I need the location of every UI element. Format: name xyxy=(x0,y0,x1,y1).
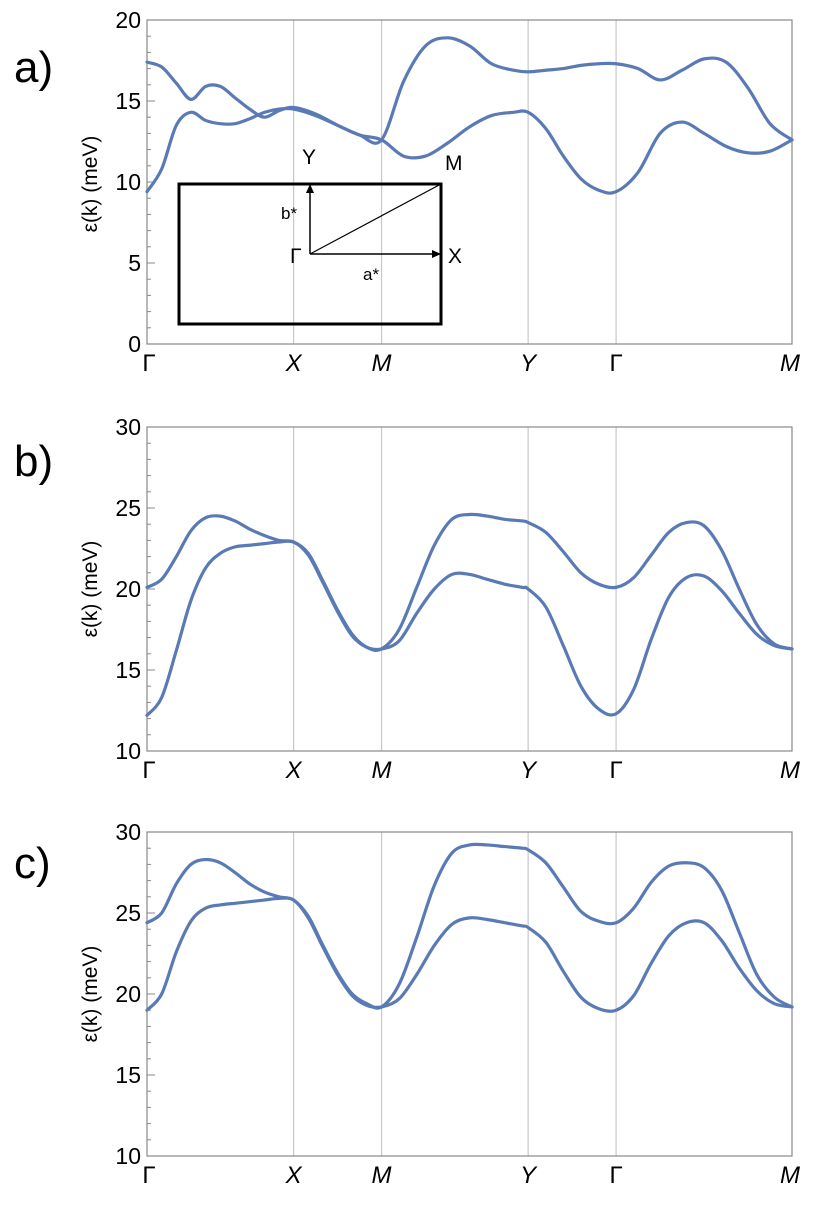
x-tick-label-gamma: Γ xyxy=(142,1162,155,1189)
y-tick-labels-c: 10 15 20 25 30 xyxy=(115,819,141,1169)
y-tick-label: 10 xyxy=(115,169,141,195)
x-tick-label-m: M xyxy=(372,1162,392,1189)
y-tick-label: 0 xyxy=(128,331,141,357)
band-line-lower xyxy=(145,539,794,717)
x-tick-label-y: Y xyxy=(520,1162,538,1189)
plot-frame-a xyxy=(146,19,793,345)
y-tick-label: 20 xyxy=(115,981,141,1007)
y-tick-label: 15 xyxy=(115,1062,141,1088)
y-axis-label-c: ε(k) (meV) xyxy=(79,946,102,1043)
plot-frame-b xyxy=(146,426,793,752)
inset-label-a-star: a* xyxy=(363,265,379,284)
panel-tag-a: a) xyxy=(14,43,53,92)
y-tick-label: 10 xyxy=(115,1143,141,1169)
x-tick-label-m: M xyxy=(780,757,800,784)
x-tick-labels-c: Γ X M Y Γ M xyxy=(142,1162,800,1189)
panel-b: b) ε(k) (meV) 10 15 20 25 30 Γ X M Y Γ M xyxy=(14,414,800,784)
x-tick-label-gamma: Γ xyxy=(142,757,155,784)
series-b xyxy=(145,512,794,717)
y-tick-label: 20 xyxy=(115,7,141,33)
y-tick-label: 20 xyxy=(115,576,141,602)
inset-label-y: Y xyxy=(302,146,316,169)
y-tick-label: 30 xyxy=(115,414,141,440)
y-tick-label: 25 xyxy=(115,495,141,521)
x-tick-labels-b: Γ X M Y Γ M xyxy=(142,757,800,784)
grid-lines-b xyxy=(292,427,617,751)
grid-lines-c xyxy=(292,832,617,1156)
x-tick-label-gamma: Γ xyxy=(609,757,622,784)
band-line-upper xyxy=(145,512,794,652)
plot-frame xyxy=(146,426,793,752)
y-tick-labels-a: 0 5 10 15 20 xyxy=(115,7,141,357)
x-tick-labels-a: Γ X M Y Γ M xyxy=(142,350,800,377)
x-tick-label-m: M xyxy=(372,350,392,377)
band-line-lower xyxy=(145,106,794,195)
y-tick-label: 15 xyxy=(115,88,141,114)
inset-label-b-star: b* xyxy=(281,204,297,223)
x-tick-label-gamma: Γ xyxy=(609,1162,622,1189)
inset-a-star-arrowhead xyxy=(432,250,441,258)
inset-label-x: X xyxy=(448,245,462,268)
y-tick-label: 5 xyxy=(128,250,141,276)
series-c xyxy=(145,842,794,1013)
y-tick-label: 25 xyxy=(115,900,141,926)
ticks-c xyxy=(147,831,155,1157)
y-tick-labels-b: 10 15 20 25 30 xyxy=(115,414,141,764)
inset-b-star-arrowhead xyxy=(306,184,314,193)
x-tick-label-m: M xyxy=(372,757,392,784)
x-tick-label-x: X xyxy=(285,1162,303,1189)
plot-frame xyxy=(146,19,793,345)
x-tick-label-x: X xyxy=(285,350,303,377)
y-tick-label: 30 xyxy=(115,819,141,845)
grid-lines-a xyxy=(292,20,617,344)
x-tick-label-gamma: Γ xyxy=(609,350,622,377)
panel-tag-c: c) xyxy=(14,839,51,888)
panel-c: c) ε(k) (meV) 10 15 20 25 30 Γ X M Y Γ M xyxy=(14,819,800,1189)
panel-a: a) ε(k) (meV) 0 5 10 15 20 Γ X M Y Γ M xyxy=(14,7,800,377)
band-line-upper xyxy=(145,36,794,145)
band-line-lower xyxy=(145,896,794,1013)
y-tick-label: 10 xyxy=(115,738,141,764)
band-line-upper xyxy=(145,842,794,1010)
inset-diagonal-line xyxy=(309,183,442,255)
ticks-b xyxy=(147,426,155,752)
series-a xyxy=(145,36,794,195)
x-tick-label-m: M xyxy=(780,1162,800,1189)
y-axis-label-b: ε(k) (meV) xyxy=(79,541,102,638)
ticks-a xyxy=(147,19,155,345)
brillouin-zone-inset: Γ X Y M a* b* xyxy=(177,146,463,326)
x-tick-label-x: X xyxy=(285,757,303,784)
x-tick-label-gamma: Γ xyxy=(142,350,155,377)
y-axis-label-a: ε(k) (meV) xyxy=(79,136,102,233)
inset-label-gamma: Γ xyxy=(290,245,302,268)
x-tick-label-y: Y xyxy=(520,350,538,377)
x-tick-label-m: M xyxy=(780,350,800,377)
x-tick-label-y: Y xyxy=(520,757,538,784)
y-tick-label: 15 xyxy=(115,657,141,683)
panel-tag-b: b) xyxy=(14,437,53,486)
inset-label-m: M xyxy=(445,152,463,175)
